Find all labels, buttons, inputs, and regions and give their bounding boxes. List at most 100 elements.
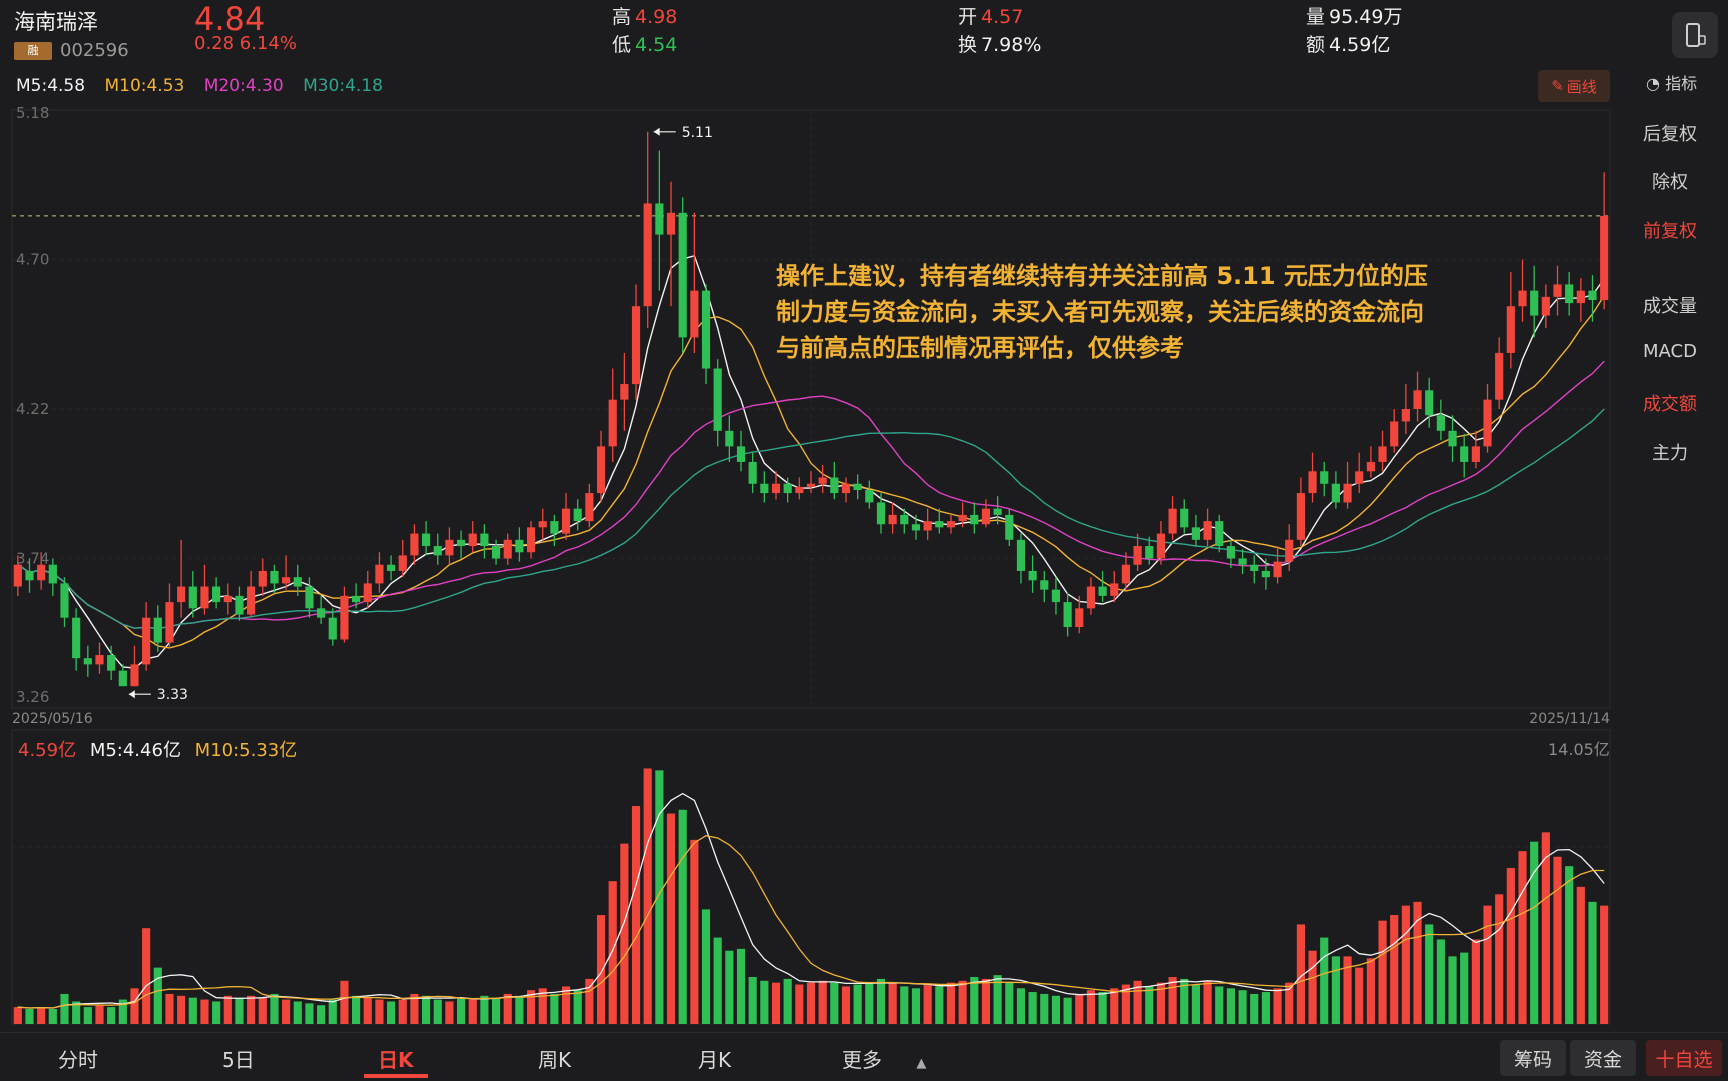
- amount-bar: [1110, 988, 1119, 1024]
- candle-body: [701, 290, 711, 369]
- candle-body: [1518, 290, 1527, 307]
- tab-more[interactable]: 更多 ▲: [842, 1044, 926, 1073]
- candle-body: [1250, 564, 1259, 571]
- amount-bar: [666, 813, 676, 1024]
- candle-body: [72, 617, 81, 659]
- amount-bar: [1343, 956, 1352, 1024]
- high-value: 4.98: [635, 6, 678, 28]
- landscape-toggle-button[interactable]: [1672, 12, 1718, 58]
- open-stat: 开 4.57: [958, 2, 1023, 29]
- x-start-label: 2025/05/16: [12, 711, 93, 727]
- amount-bar: [25, 1008, 34, 1024]
- rp-item-ex-rights[interactable]: 除权: [1652, 172, 1688, 193]
- candle-body: [748, 461, 757, 484]
- candle-body: [223, 595, 232, 603]
- candle-body: [795, 486, 804, 494]
- candle-body: [550, 521, 559, 534]
- amount-bar: [1145, 986, 1154, 1024]
- amount-bar: [1028, 992, 1037, 1024]
- amount-bar: [701, 909, 711, 1024]
- candle-body: [1355, 471, 1364, 484]
- amount-bar: [946, 982, 956, 1024]
- caret-up-icon: ▲: [916, 1056, 927, 1071]
- rp-item-post-adjusted[interactable]: 后复权: [1643, 124, 1697, 145]
- funds-button[interactable]: 资金: [1570, 1040, 1636, 1076]
- candle-body: [1156, 533, 1166, 559]
- candle-body: [433, 546, 442, 556]
- tab-intraday[interactable]: 分时: [58, 1048, 98, 1072]
- candle-body: [783, 483, 792, 494]
- candle-body: [1180, 508, 1189, 528]
- candle-body: [1588, 290, 1597, 300]
- rp-item-macd[interactable]: MACD: [1643, 341, 1697, 362]
- candle-body: [235, 595, 244, 615]
- amount-bar: [445, 1001, 454, 1024]
- candle-body: [946, 521, 956, 528]
- amount-bar: [235, 997, 244, 1024]
- rp-item-turnover-amount[interactable]: 成交额: [1643, 394, 1697, 415]
- amount-bar: [643, 768, 652, 1024]
- amount-ma-lines: [17, 792, 1605, 1009]
- candle-body: [37, 564, 46, 581]
- margin-badge: 融: [14, 42, 52, 60]
- ma30-legend: M30:4.18: [303, 76, 383, 96]
- amount-bar: [1063, 997, 1072, 1024]
- candle-body: [1413, 390, 1422, 409]
- candle-body: [1098, 586, 1107, 596]
- amount-bar: [993, 975, 1002, 1024]
- amount-bar: [865, 982, 874, 1024]
- amount-bar: [456, 997, 466, 1024]
- candle-body: [491, 546, 501, 559]
- amount-bar: [1588, 901, 1597, 1024]
- amount-bar: [1261, 992, 1270, 1024]
- candle-body: [1028, 570, 1037, 581]
- candle-body: [83, 658, 92, 665]
- candle-body: [258, 570, 267, 587]
- candle-body: [1133, 546, 1142, 565]
- candle-body: [620, 384, 629, 400]
- tab-daily-k[interactable]: 日K: [378, 1048, 414, 1072]
- chips-button[interactable]: 筹码: [1500, 1040, 1566, 1076]
- kline-chart[interactable]: 5.18 4.70 4.22 3.74 3.26 2025/05/16 2025/11/14…: [0, 0, 1620, 1032]
- tab-weekly-k[interactable]: 周K: [538, 1048, 572, 1072]
- tab-5day[interactable]: 5日: [222, 1048, 255, 1072]
- ma20-legend: M20:4.30: [203, 76, 284, 96]
- stock-code: 002596: [60, 40, 129, 61]
- candle-body: [981, 508, 991, 525]
- ma10-legend: M10:4.53: [104, 76, 185, 96]
- amount-bar: [725, 950, 734, 1024]
- amount-legend: 4.59亿 M5:4.46亿 M10:5.33亿: [18, 736, 297, 762]
- candle-body: [410, 533, 419, 556]
- amount-bar: [1553, 856, 1562, 1024]
- rp-item-pre-adjusted[interactable]: 前复权: [1643, 221, 1697, 242]
- candle-body: [655, 203, 664, 235]
- candle-body: [1576, 290, 1585, 304]
- candle-body: [421, 533, 431, 547]
- rp-item-main-force[interactable]: 主力: [1652, 443, 1688, 464]
- add-favorite-button[interactable]: 十自选: [1646, 1040, 1722, 1076]
- candle-body: [1448, 430, 1457, 447]
- candle-body: [1016, 539, 1026, 571]
- candle-body: [1425, 390, 1434, 416]
- rp-item-volume[interactable]: 成交量: [1643, 296, 1697, 317]
- amount-bar: [1180, 978, 1189, 1024]
- candle-body: [573, 508, 582, 522]
- amount-bar: [1600, 905, 1609, 1024]
- amount-bar: [876, 978, 886, 1024]
- candle-body: [1530, 290, 1539, 316]
- amount-bar: [72, 1001, 81, 1024]
- draw-line-button[interactable]: ✎ 画线: [1538, 70, 1610, 102]
- candle-body: [247, 586, 256, 615]
- indicator-settings-button[interactable]: ◔ 指标: [1646, 70, 1697, 94]
- candle-body: [690, 290, 699, 338]
- amount-label: 额: [1306, 34, 1326, 56]
- candle-body: [153, 617, 162, 643]
- candle-body: [1145, 546, 1154, 559]
- amount-bar: [1040, 993, 1049, 1024]
- tab-monthly-k[interactable]: 月K: [698, 1048, 732, 1072]
- amount-bar: [655, 770, 664, 1024]
- amount-bar: [200, 999, 209, 1024]
- amount-bar: [958, 980, 967, 1024]
- candle-body: [888, 514, 897, 525]
- candle-body: [282, 577, 291, 584]
